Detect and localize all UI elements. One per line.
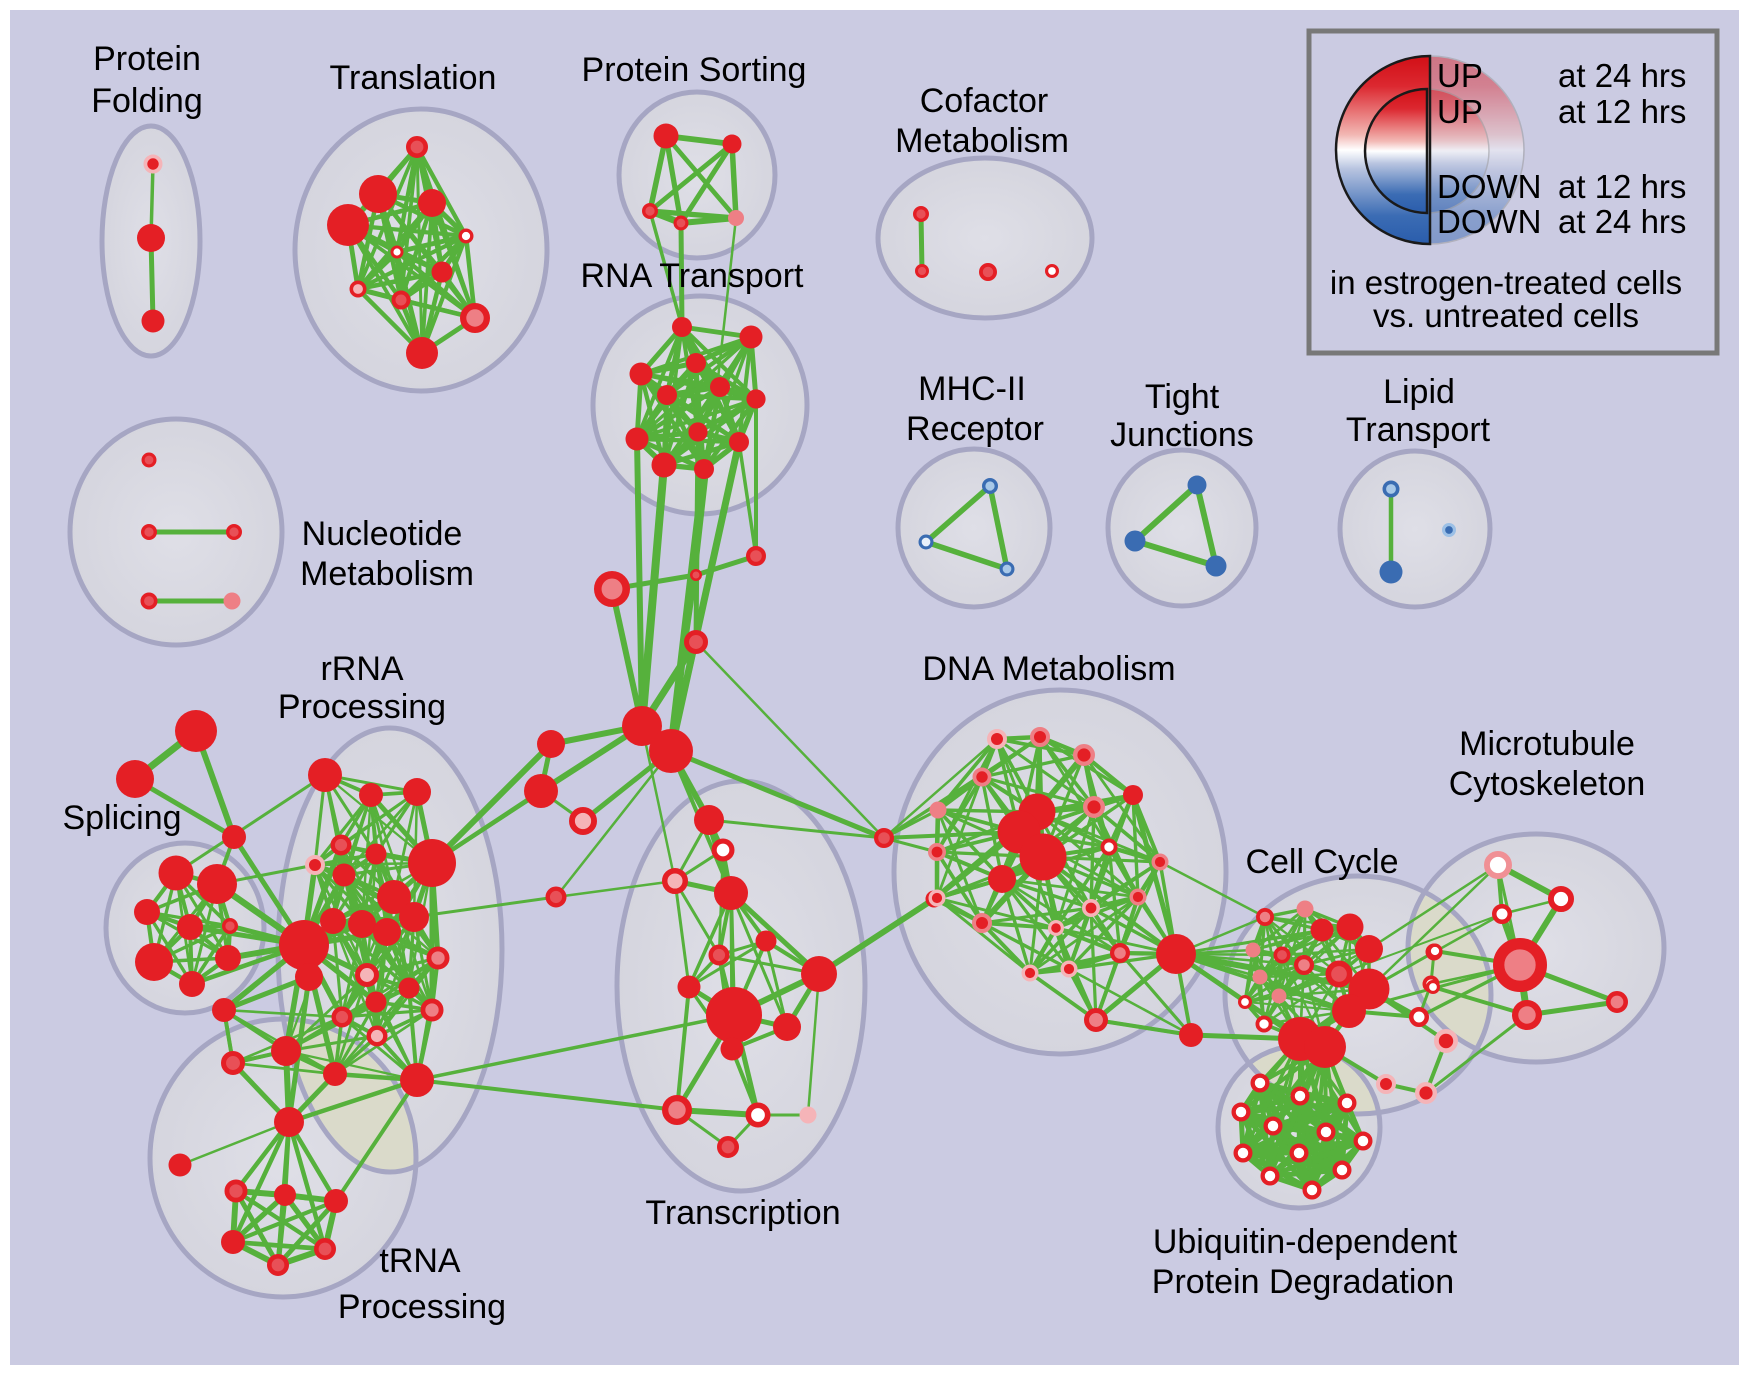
svg-text:Protein: Protein xyxy=(93,40,201,78)
svg-text:Protein Degradation: Protein Degradation xyxy=(1152,1263,1454,1301)
svg-text:Metabolism: Metabolism xyxy=(300,555,474,593)
svg-text:Cell Cycle: Cell Cycle xyxy=(1245,843,1398,881)
svg-text:Tight: Tight xyxy=(1145,378,1220,416)
svg-text:at 24 hrs: at 24 hrs xyxy=(1558,203,1686,240)
svg-text:Protein Sorting: Protein Sorting xyxy=(582,51,807,89)
svg-text:Transport: Transport xyxy=(1346,411,1491,449)
svg-text:vs. untreated cells: vs. untreated cells xyxy=(1373,297,1639,334)
svg-text:rRNA: rRNA xyxy=(320,650,403,688)
svg-text:Lipid: Lipid xyxy=(1383,373,1455,411)
svg-text:DNA Metabolism: DNA Metabolism xyxy=(922,650,1175,688)
svg-text:at 24 hrs: at 24 hrs xyxy=(1558,57,1686,94)
svg-text:in estrogen-treated cells: in estrogen-treated cells xyxy=(1330,264,1682,301)
svg-text:Translation: Translation xyxy=(330,59,497,97)
svg-text:Cytoskeleton: Cytoskeleton xyxy=(1449,765,1646,803)
svg-text:Processing: Processing xyxy=(338,1288,506,1326)
svg-text:Junctions: Junctions xyxy=(1110,416,1254,454)
svg-text:Metabolism: Metabolism xyxy=(895,122,1069,160)
svg-text:Transcription: Transcription xyxy=(645,1194,840,1232)
svg-text:tRNA: tRNA xyxy=(379,1242,461,1280)
svg-text:MHC-II: MHC-II xyxy=(918,370,1026,408)
svg-text:at 12 hrs: at 12 hrs xyxy=(1558,93,1686,130)
svg-text:Processing: Processing xyxy=(278,688,446,726)
svg-text:Splicing: Splicing xyxy=(62,799,181,837)
svg-text:DOWN: DOWN xyxy=(1437,168,1541,205)
svg-text:Microtubule: Microtubule xyxy=(1459,725,1635,763)
svg-text:Cofactor: Cofactor xyxy=(920,82,1049,120)
svg-text:DOWN: DOWN xyxy=(1437,203,1541,240)
svg-text:Folding: Folding xyxy=(91,82,203,120)
svg-text:UP: UP xyxy=(1437,93,1483,130)
svg-text:RNA Transport: RNA Transport xyxy=(581,257,805,295)
svg-text:Receptor: Receptor xyxy=(906,410,1044,448)
svg-text:at 12 hrs: at 12 hrs xyxy=(1558,168,1686,205)
svg-text:UP: UP xyxy=(1437,57,1483,94)
svg-text:Nucleotide: Nucleotide xyxy=(302,515,463,553)
svg-text:Ubiquitin-dependent: Ubiquitin-dependent xyxy=(1153,1223,1458,1261)
